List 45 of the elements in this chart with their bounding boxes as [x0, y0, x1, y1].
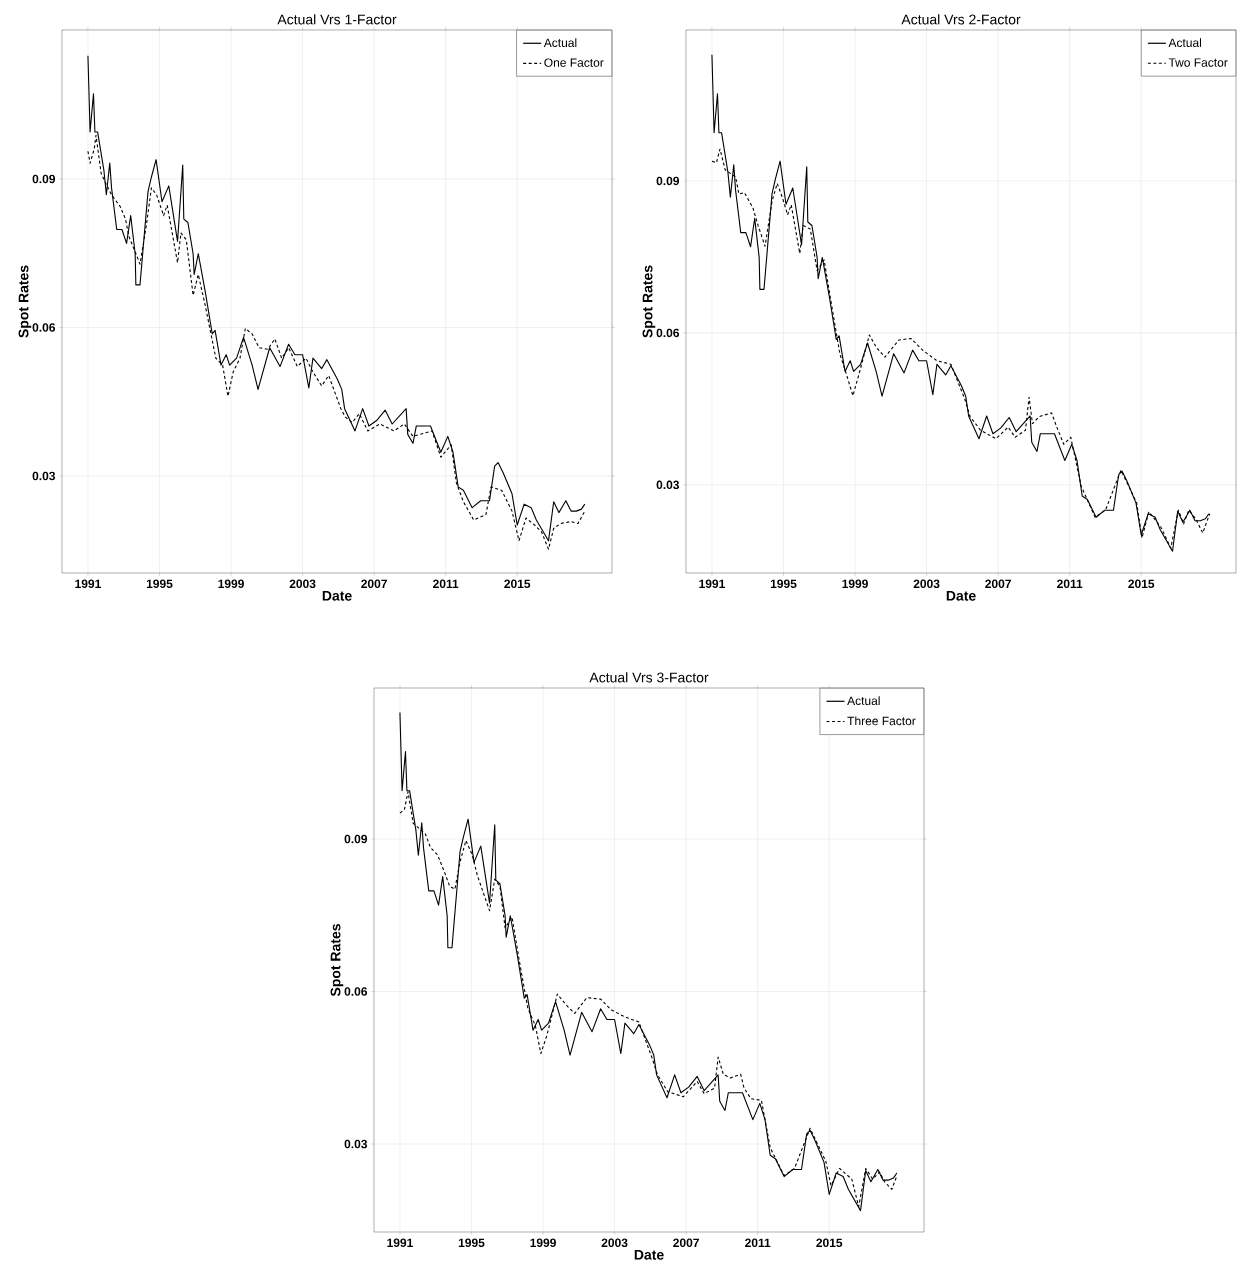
x-tick-label: 2015	[816, 1238, 843, 1248]
x-tick-label: 2007	[985, 579, 1011, 589]
x-tick-label: 2003	[913, 579, 940, 589]
legend-label: One Factor	[544, 58, 604, 67]
x-tick-label: 2015	[1128, 579, 1155, 589]
y-tick-label: 0.03	[656, 480, 680, 490]
y-axis-title: Spot Rates	[330, 924, 344, 997]
chart-title: Actual Vrs 2-Factor	[901, 14, 1021, 25]
x-axis-title: Date	[946, 590, 976, 601]
x-tick-label: 1991	[699, 579, 725, 589]
x-tick-label: 1995	[458, 1238, 485, 1248]
y-tick-label: 0.06	[656, 328, 680, 338]
y-tick-label: 0.03	[32, 471, 56, 481]
x-tick-label: 2011	[433, 579, 459, 589]
x-tick-label: 2011	[1057, 579, 1083, 589]
chart-title: Actual Vrs 1-Factor	[277, 14, 397, 25]
x-tick-label: 1995	[770, 579, 797, 589]
y-axis-title: Spot Rates	[642, 265, 656, 338]
y-tick-label: 0.09	[344, 834, 368, 844]
legend-label: Actual	[1168, 38, 1202, 47]
x-tick-label: 1991	[75, 579, 101, 589]
legend-label: Two Factor	[1168, 58, 1228, 67]
y-tick-label: 0.06	[344, 987, 368, 996]
x-tick-label: 2003	[601, 1238, 628, 1248]
x-tick-label: 1999	[218, 579, 244, 589]
x-tick-label: 2007	[361, 579, 387, 589]
legend-label: Actual	[543, 38, 577, 47]
y-axis-title: Spot Rates	[18, 265, 32, 338]
x-tick-label: 1995	[146, 579, 173, 589]
legend-label: Actual	[847, 696, 880, 705]
y-tick-label: 0.03	[344, 1139, 368, 1149]
x-axis-title: Date	[634, 1249, 664, 1260]
x-tick-label: 1999	[530, 1238, 556, 1248]
x-tick-label: 2015	[504, 579, 531, 589]
y-tick-label: 0.09	[32, 174, 56, 184]
x-axis-title: Date	[322, 590, 352, 601]
x-tick-label: 2007	[673, 1238, 699, 1248]
x-tick-label: 2011	[745, 1238, 771, 1248]
y-tick-label: 0.09	[656, 176, 680, 186]
x-tick-label: 2003	[289, 579, 316, 589]
y-tick-label: 0.06	[32, 323, 56, 332]
x-tick-label: 1999	[842, 579, 868, 589]
legend-label: Three Factor	[847, 716, 916, 726]
x-tick-label: 1991	[387, 1238, 413, 1248]
chart-title: Actual Vrs 3-Factor	[589, 672, 709, 683]
